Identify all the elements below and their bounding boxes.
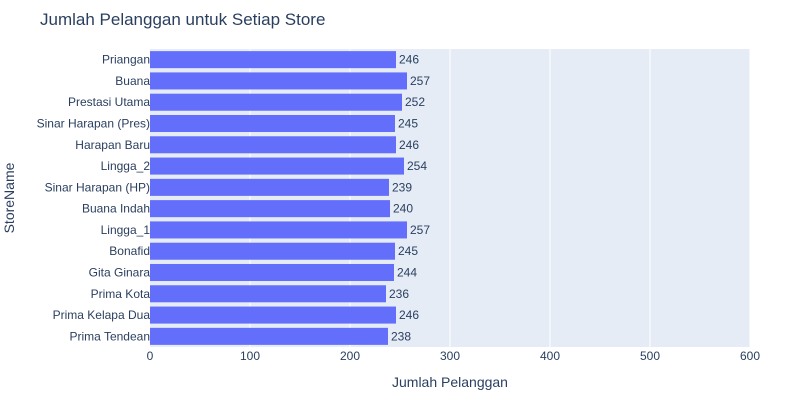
bar-value-label: 236 (389, 287, 409, 301)
x-tick-label: 600 (740, 349, 760, 363)
y-tick-label: Sinar Harapan (Pres) (37, 117, 150, 131)
bar-value-label: 239 (392, 180, 412, 194)
bar-harapan-baru[interactable] (150, 136, 396, 154)
bar-lingga-1[interactable] (150, 221, 407, 239)
y-tick-label: Bonafid (109, 244, 150, 258)
bar-value-label: 246 (399, 138, 419, 152)
bar-prestasi-utama[interactable] (150, 93, 402, 111)
bar-value-label: 238 (391, 329, 411, 343)
bar-value-label: 257 (410, 74, 430, 88)
bar-bonafid[interactable] (150, 242, 395, 260)
y-tick-label: Lingga_2 (101, 159, 151, 173)
x-tick-labels: 0 100 200 300 400 500 600 (147, 349, 761, 363)
y-tick-label: Sinar Harapan (HP) (45, 180, 150, 194)
bar-value-label: 246 (399, 53, 419, 67)
bar-buana[interactable] (150, 72, 407, 90)
bars (150, 51, 407, 345)
y-tick-labels: Priangan Buana Prestasi Utama Sinar Harapan… (37, 53, 151, 344)
bar-value-label: 252 (405, 95, 425, 109)
bar-prima-tendean[interactable] (150, 327, 388, 345)
bar-sinar-harapan-hp[interactable] (150, 178, 389, 196)
x-tick-label: 200 (340, 349, 360, 363)
y-tick-label: Prima Kota (91, 287, 151, 301)
x-tick-label: 400 (540, 349, 560, 363)
data-labels: 246 257 252 245 246 254 239 240 257 245 244 236 246 2… (389, 53, 430, 344)
y-tick-label: Priangan (102, 53, 150, 67)
bar-value-label: 245 (398, 244, 418, 258)
bar-priangan[interactable] (150, 51, 396, 69)
bar-value-label: 254 (407, 159, 427, 173)
chart-title: Jumlah Pelanggan untuk Setiap Store (40, 10, 325, 29)
bar-buana-indah[interactable] (150, 200, 390, 218)
x-tick-label: 0 (147, 349, 154, 363)
bar-value-label: 257 (410, 223, 430, 237)
bar-gita-ginara[interactable] (150, 263, 394, 282)
y-axis-label: StoreName (1, 162, 17, 233)
bar-value-label: 244 (397, 266, 417, 280)
bar-prima-kota[interactable] (150, 285, 386, 303)
y-tick-label: Buana (115, 74, 150, 88)
y-tick-label: Prestasi Utama (68, 95, 150, 109)
y-tick-label: Harapan Baru (75, 138, 150, 152)
y-tick-label: Prima Tendean (70, 329, 151, 343)
bar-value-label: 245 (398, 117, 418, 131)
y-tick-label: Prima Kelapa Dua (53, 308, 151, 322)
x-tick-label: 300 (440, 349, 460, 363)
bar-value-label: 246 (399, 308, 419, 322)
bar-value-label: 240 (393, 202, 413, 216)
y-tick-label: Lingga_1 (101, 223, 151, 237)
x-axis-label: Jumlah Pelanggan (392, 374, 508, 390)
x-tick-label: 100 (240, 349, 260, 363)
y-tick-label: Buana Indah (82, 202, 150, 216)
bar-sinar-harapan-pres[interactable] (150, 114, 395, 133)
bar-prima-kelapa-dua[interactable] (150, 306, 396, 324)
y-tick-label: Gita Ginara (89, 266, 151, 280)
x-tick-label: 500 (640, 349, 660, 363)
bar-lingga-2[interactable] (150, 157, 404, 175)
